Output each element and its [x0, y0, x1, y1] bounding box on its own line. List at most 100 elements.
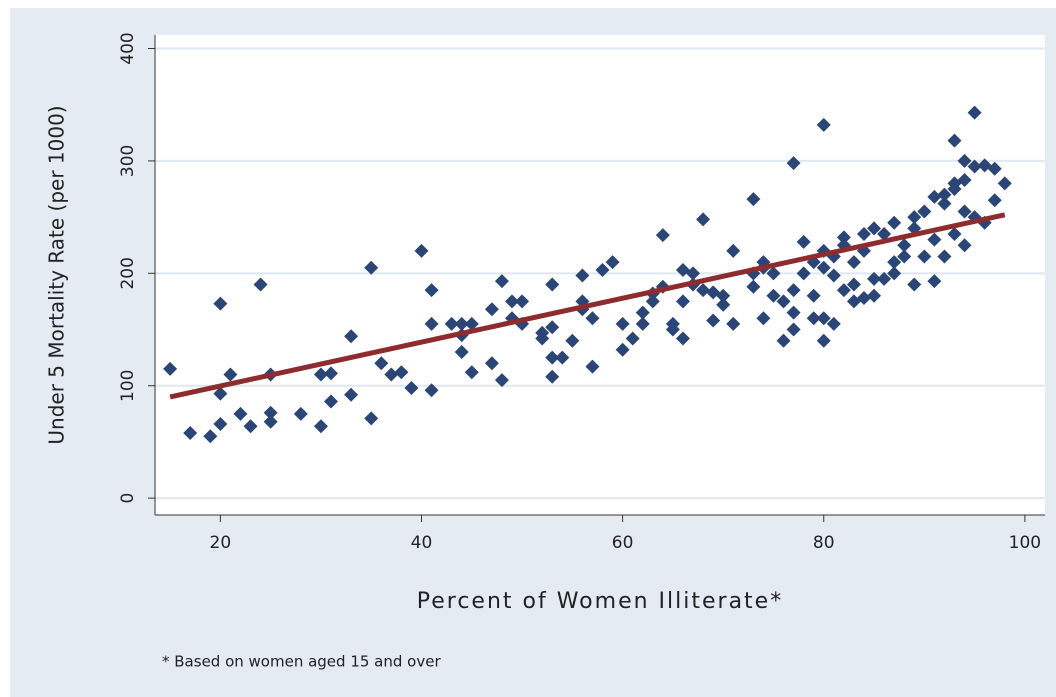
- point: [836, 283, 851, 298]
- point: [766, 288, 781, 303]
- point: [243, 419, 258, 434]
- point: [545, 350, 560, 365]
- point: [545, 320, 560, 335]
- x-tick-label: 80: [813, 533, 835, 553]
- point: [816, 260, 831, 275]
- point: [625, 331, 640, 346]
- point: [836, 230, 851, 245]
- point: [163, 361, 178, 376]
- point: [937, 187, 952, 202]
- point: [454, 316, 469, 331]
- point: [675, 331, 690, 346]
- point: [635, 316, 650, 331]
- point: [484, 302, 499, 317]
- point: [424, 383, 439, 398]
- point: [464, 365, 479, 380]
- point: [233, 406, 248, 421]
- point: [856, 291, 871, 306]
- point: [645, 294, 660, 309]
- point: [887, 255, 902, 270]
- point: [927, 232, 942, 247]
- y-tick-label: 400: [118, 32, 138, 64]
- point: [846, 255, 861, 270]
- point: [364, 411, 379, 426]
- point: [595, 262, 610, 277]
- point: [856, 226, 871, 241]
- point: [897, 238, 912, 253]
- point: [505, 294, 520, 309]
- point: [877, 226, 892, 241]
- point: [293, 406, 308, 421]
- point: [263, 414, 278, 429]
- point: [816, 311, 831, 326]
- y-tick-label: 0: [118, 493, 138, 504]
- x-axis-title: Percent of Women Illiterate*: [417, 589, 783, 614]
- point: [515, 294, 530, 309]
- x-tick-label: 40: [411, 533, 433, 553]
- point: [796, 266, 811, 281]
- point: [535, 331, 550, 346]
- point: [494, 274, 509, 289]
- point: [585, 311, 600, 326]
- point: [987, 193, 1002, 208]
- point: [605, 255, 620, 270]
- point: [786, 283, 801, 298]
- point: [424, 283, 439, 298]
- point: [746, 279, 761, 294]
- point: [776, 333, 791, 348]
- point: [967, 159, 982, 174]
- point: [696, 212, 711, 227]
- point: [444, 316, 459, 331]
- point: [917, 249, 932, 264]
- point: [484, 356, 499, 371]
- point: [957, 204, 972, 219]
- y-axis-title: Under 5 Mortality Rate (per 1000): [45, 105, 69, 444]
- point: [575, 268, 590, 283]
- point: [696, 283, 711, 298]
- point: [253, 277, 268, 292]
- point: [183, 425, 198, 440]
- point: [967, 105, 982, 120]
- point: [846, 277, 861, 292]
- x-tick-label: 60: [612, 533, 634, 553]
- point: [816, 243, 831, 258]
- point: [313, 419, 328, 434]
- point: [635, 305, 650, 320]
- y-tick-label: 300: [118, 145, 138, 177]
- point: [816, 117, 831, 132]
- point: [665, 322, 680, 337]
- point: [454, 345, 469, 360]
- point: [374, 356, 389, 371]
- point: [263, 405, 278, 420]
- point: [877, 271, 892, 286]
- point: [615, 316, 630, 331]
- point: [897, 249, 912, 264]
- point: [947, 182, 962, 197]
- point: [545, 369, 560, 384]
- x-tick-label: 20: [210, 533, 232, 553]
- point: [887, 215, 902, 230]
- point: [917, 204, 932, 219]
- point: [957, 173, 972, 188]
- point: [414, 243, 429, 258]
- point: [555, 350, 570, 365]
- point: [786, 156, 801, 171]
- point: [806, 311, 821, 326]
- point: [675, 294, 690, 309]
- point: [223, 367, 238, 382]
- point: [323, 366, 338, 381]
- point: [947, 226, 962, 241]
- point: [716, 297, 731, 312]
- point: [786, 322, 801, 337]
- point: [756, 311, 771, 326]
- point: [867, 271, 882, 286]
- footnote: * Based on women aged 15 and over: [162, 653, 441, 671]
- point: [615, 342, 630, 357]
- point: [947, 133, 962, 148]
- point: [826, 316, 841, 331]
- point: [364, 260, 379, 275]
- point: [655, 228, 670, 243]
- point: [585, 359, 600, 374]
